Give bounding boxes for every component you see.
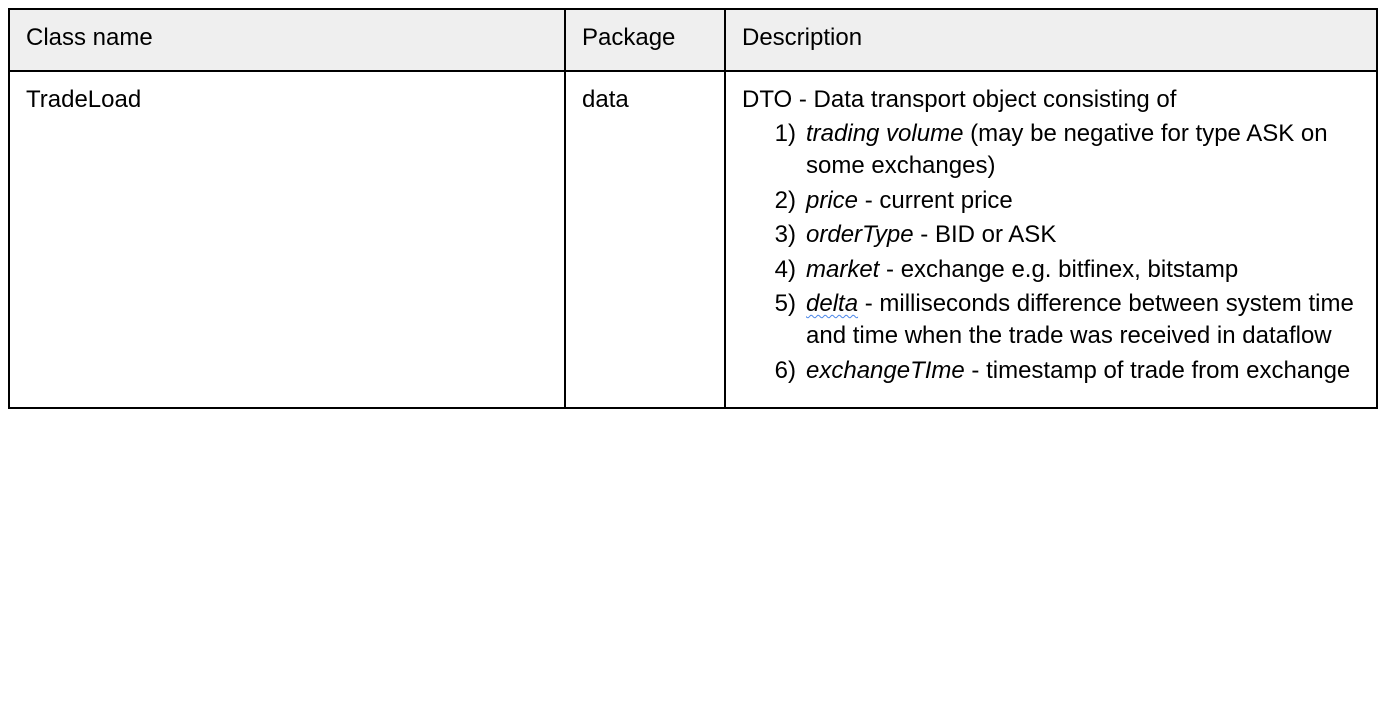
list-item-term: market (806, 256, 879, 283)
list-item-term: delta (806, 290, 858, 317)
list-item-rest: - milliseconds difference between system… (806, 290, 1354, 349)
list-item-term: trading volume (806, 120, 963, 147)
table-row: TradeLoad data DTO - Data transport obje… (9, 71, 1377, 408)
col-header-description: Description (725, 9, 1377, 71)
description-intro: DTO - Data transport object consisting o… (742, 86, 1360, 114)
col-header-package: Package (565, 9, 725, 71)
list-item: delta - milliseconds difference between … (806, 288, 1360, 353)
cell-description: DTO - Data transport object consisting o… (725, 71, 1377, 408)
list-item-term: orderType (806, 221, 914, 248)
list-item: exchangeTIme - timestamp of trade from e… (806, 355, 1360, 387)
list-item-rest: - current price (858, 187, 1013, 214)
class-doc-table: Class name Package Description TradeLoad… (8, 8, 1378, 409)
list-item: market - exchange e.g. bitfinex, bitstam… (806, 254, 1360, 286)
table-header-row: Class name Package Description (9, 9, 1377, 71)
list-item: price - current price (806, 185, 1360, 217)
cell-package: data (565, 71, 725, 408)
list-item-term: price (806, 187, 858, 214)
col-header-class-name: Class name (9, 9, 565, 71)
description-list: trading volume (may be negative for type… (742, 118, 1360, 387)
cell-class-name: TradeLoad (9, 71, 565, 408)
list-item-rest: - BID or ASK (914, 221, 1057, 248)
list-item-term: exchangeTIme (806, 357, 965, 384)
list-item-rest: - exchange e.g. bitfinex, bitstamp (879, 256, 1238, 283)
list-item-rest: - timestamp of trade from exchange (965, 357, 1351, 384)
list-item: orderType - BID or ASK (806, 219, 1360, 251)
list-item: trading volume (may be negative for type… (806, 118, 1360, 183)
